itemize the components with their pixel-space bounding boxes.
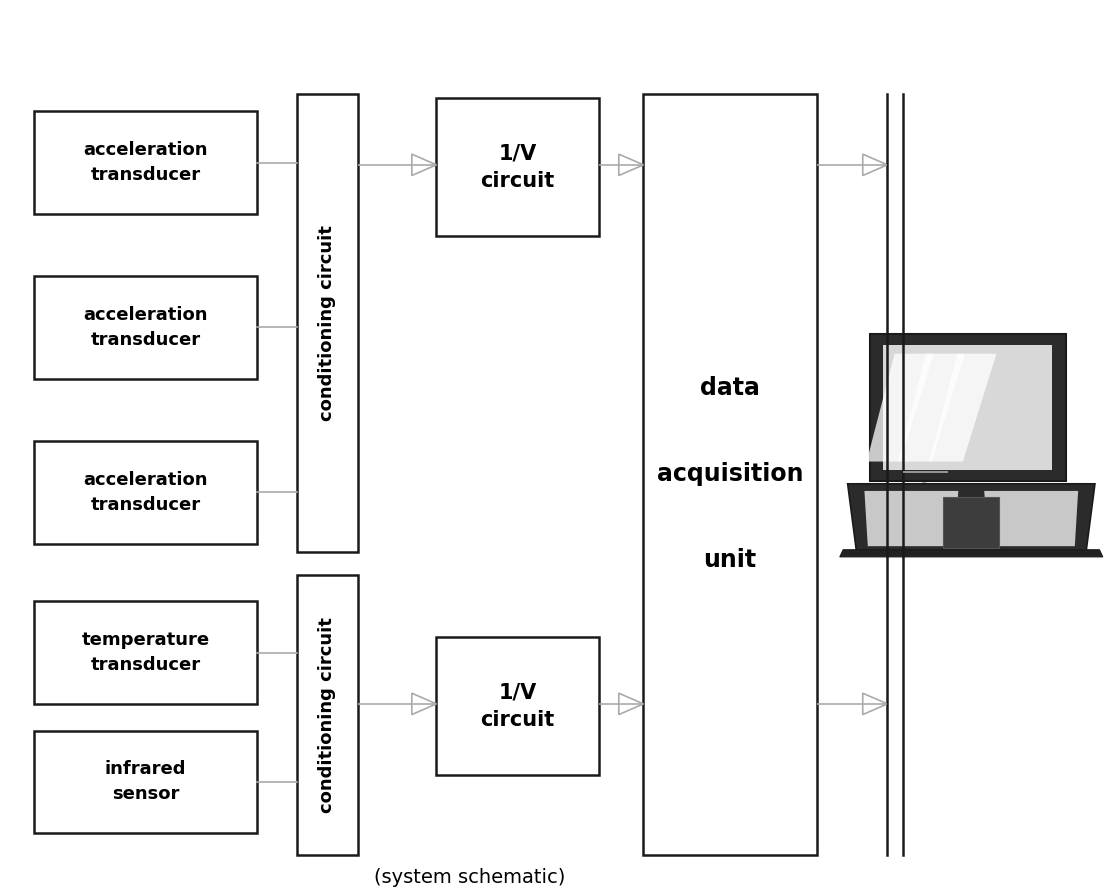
Text: 1/V
circuit: 1/V circuit: [480, 683, 555, 730]
Bar: [34, 601, 257, 704]
Polygon shape: [412, 154, 436, 176]
Polygon shape: [884, 345, 1052, 470]
Text: acceleration
transducer: acceleration transducer: [83, 306, 208, 349]
Text: 1/V
circuit: 1/V circuit: [480, 143, 555, 191]
Text: (system schematic): (system schematic): [374, 868, 566, 887]
Polygon shape: [929, 354, 997, 462]
Bar: [34, 441, 257, 544]
Bar: [34, 731, 257, 833]
Polygon shape: [848, 484, 1094, 552]
Bar: [34, 276, 257, 379]
Polygon shape: [897, 354, 965, 462]
Polygon shape: [619, 693, 643, 715]
Polygon shape: [839, 550, 1102, 557]
Bar: [297, 575, 358, 855]
Bar: [436, 637, 599, 775]
Text: infrared
sensor: infrared sensor: [105, 760, 186, 804]
Polygon shape: [985, 491, 1078, 546]
Text: data

acquisition

unit: data acquisition unit: [657, 377, 803, 572]
Polygon shape: [619, 154, 643, 176]
Polygon shape: [412, 693, 436, 715]
Text: temperature
transducer: temperature transducer: [82, 631, 209, 674]
Text: acceleration
transducer: acceleration transducer: [83, 141, 208, 184]
Bar: [436, 98, 599, 236]
Polygon shape: [923, 462, 948, 483]
Polygon shape: [866, 354, 933, 462]
Bar: [943, 497, 999, 548]
Bar: [297, 94, 358, 552]
Bar: [34, 111, 257, 214]
Text: conditioning circuit: conditioning circuit: [318, 225, 337, 421]
Polygon shape: [863, 693, 887, 715]
Polygon shape: [863, 154, 887, 176]
Bar: [643, 94, 817, 855]
Polygon shape: [871, 334, 1065, 481]
Text: conditioning circuit: conditioning circuit: [318, 617, 337, 813]
Polygon shape: [864, 491, 958, 546]
Text: acceleration
transducer: acceleration transducer: [83, 470, 208, 514]
